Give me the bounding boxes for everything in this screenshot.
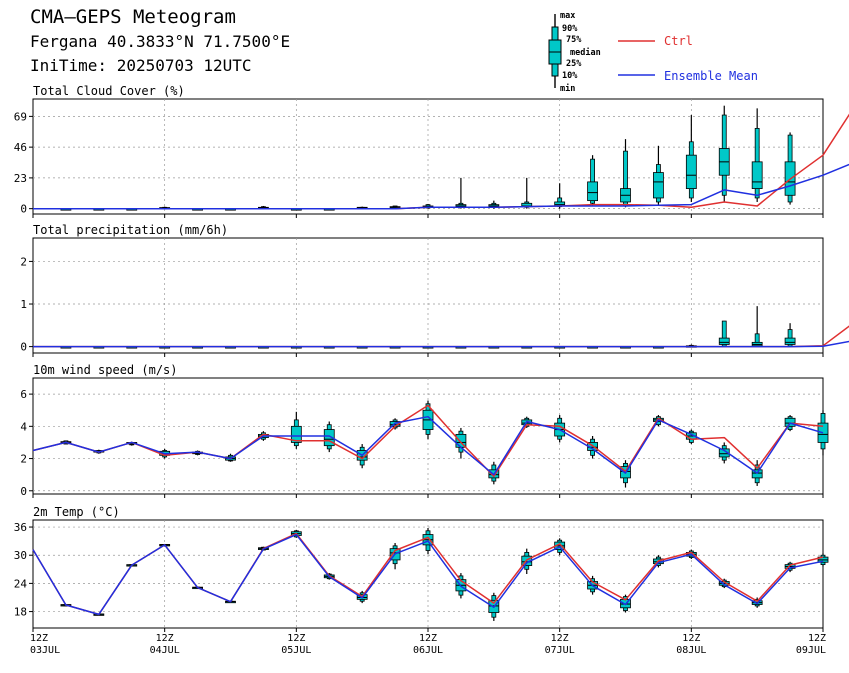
box-inner bbox=[323, 429, 335, 447]
ctrl-line bbox=[32, 404, 824, 478]
panel-cloud: Total Cloud Cover (%) 0 23 46 69 bbox=[14, 84, 849, 218]
x-tick-label-date: 06JUL bbox=[413, 645, 443, 656]
legend-key-label: 25% bbox=[566, 59, 582, 69]
y-tick-label: 30 bbox=[14, 549, 27, 562]
y-tick-label: 6 bbox=[20, 388, 27, 401]
ensemble-box bbox=[653, 145, 664, 205]
ensemble-mean-line bbox=[32, 415, 824, 476]
legend-key-label: 75% bbox=[566, 35, 582, 45]
x-tick-label-date: 03JUL bbox=[30, 645, 60, 656]
ensemble-box bbox=[521, 177, 533, 209]
x-tick-label-hour: 12Z bbox=[287, 633, 305, 644]
legend-key-label: median bbox=[570, 47, 601, 58]
init-time-label: IniTime: 20250703 12UTC bbox=[30, 56, 252, 75]
y-tick-label: 36 bbox=[14, 521, 27, 534]
panel-title: Total Cloud Cover (%) bbox=[33, 84, 185, 98]
location-label: Fergana 40.3833°N 71.7500°E bbox=[30, 32, 291, 51]
panel-title: 10m wind speed (m/s) bbox=[33, 363, 178, 377]
ensemble-box bbox=[718, 442, 730, 464]
ensemble-box bbox=[784, 323, 796, 347]
y-tick-label: 4 bbox=[20, 420, 27, 433]
panel-precip: Total precipitation (mm/6h) 0 1 2 bbox=[20, 223, 849, 357]
legend-ctrl-label: Ctrl bbox=[664, 34, 693, 48]
ensemble-box bbox=[290, 411, 302, 449]
box-inner bbox=[685, 154, 697, 189]
box-inner bbox=[290, 425, 302, 443]
legend-key-label: 90% bbox=[562, 24, 578, 34]
x-tick-label-date: 05JUL bbox=[281, 645, 311, 656]
box-inner bbox=[784, 337, 796, 345]
box-inner bbox=[653, 172, 664, 199]
box-inner bbox=[718, 448, 730, 458]
ensemble-mean-line bbox=[33, 163, 849, 210]
y-tick-label: 1 bbox=[20, 298, 27, 311]
ensemble-box bbox=[620, 460, 631, 488]
ensemble-box bbox=[751, 108, 763, 202]
x-tick-label-hour: 12Z bbox=[156, 633, 174, 644]
x-tick-label-hour: 12Z bbox=[682, 633, 700, 644]
ensemble-box bbox=[422, 400, 434, 440]
ensemble-mean-line bbox=[32, 533, 824, 616]
ensemble-box bbox=[587, 155, 598, 206]
ensemble-box bbox=[620, 139, 631, 208]
y-tick-label: 2 bbox=[20, 255, 27, 268]
y-tick-label: 24 bbox=[14, 577, 28, 590]
x-tick-label-date: 08JUL bbox=[676, 645, 706, 656]
ensemble-box bbox=[784, 132, 796, 205]
panel-frame bbox=[32, 237, 824, 354]
x-tick-label-hour: 12Z bbox=[808, 633, 826, 644]
box-inner bbox=[751, 161, 763, 189]
x-tick-label-date: 09JUL bbox=[796, 645, 826, 656]
ensemble-box bbox=[685, 115, 697, 202]
box-inner bbox=[587, 181, 598, 202]
legend-key-label: max bbox=[560, 11, 575, 21]
box-outer bbox=[590, 158, 595, 204]
panel-temp: 2m Temp (°C) 18 24 30 36 bbox=[14, 505, 829, 632]
panel-title: 2m Temp (°C) bbox=[33, 505, 120, 519]
ensemble-mean-line bbox=[33, 340, 849, 348]
panel-wind: 10m wind speed (m/s) 0 2 4 6 bbox=[20, 363, 829, 498]
y-tick-label: 46 bbox=[14, 141, 27, 154]
box-inner bbox=[751, 469, 763, 479]
y-tick-label: 2 bbox=[20, 453, 27, 466]
x-tick-label-date: 07JUL bbox=[545, 645, 575, 656]
x-tick-label-date: 04JUL bbox=[150, 645, 180, 656]
y-tick-label: 23 bbox=[14, 172, 27, 185]
y-tick-label: 0 bbox=[20, 203, 27, 216]
legend-mean-label: Ensemble Mean bbox=[664, 69, 758, 83]
ensemble-box bbox=[554, 183, 566, 209]
ensemble-box bbox=[455, 177, 467, 209]
x-tick-label-hour: 12Z bbox=[30, 633, 48, 644]
ensemble-box bbox=[718, 105, 730, 202]
legend-key-label: 10% bbox=[562, 71, 578, 81]
legend-key-label: min bbox=[560, 83, 575, 94]
y-tick-label: 69 bbox=[14, 110, 27, 123]
ensemble-box bbox=[718, 320, 730, 347]
panel-title: Total precipitation (mm/6h) bbox=[33, 223, 228, 237]
y-tick-label: 0 bbox=[20, 485, 27, 498]
y-tick-label: 0 bbox=[20, 341, 27, 354]
ensemble-box bbox=[751, 306, 763, 348]
box-inner bbox=[718, 337, 730, 345]
x-tick-label-hour: 12Z bbox=[419, 633, 437, 644]
ensemble-box bbox=[817, 553, 829, 567]
y-tick-label: 18 bbox=[14, 606, 27, 619]
box-inner bbox=[784, 417, 796, 427]
x-tick-label-hour: 12Z bbox=[551, 633, 569, 644]
page-title: CMA—GEPS Meteogram bbox=[30, 6, 236, 28]
